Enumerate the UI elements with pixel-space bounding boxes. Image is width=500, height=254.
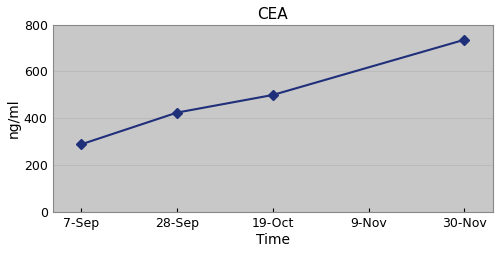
Y-axis label: ng/ml: ng/ml	[7, 99, 21, 138]
Title: CEA: CEA	[258, 7, 288, 22]
X-axis label: Time: Time	[256, 233, 290, 247]
